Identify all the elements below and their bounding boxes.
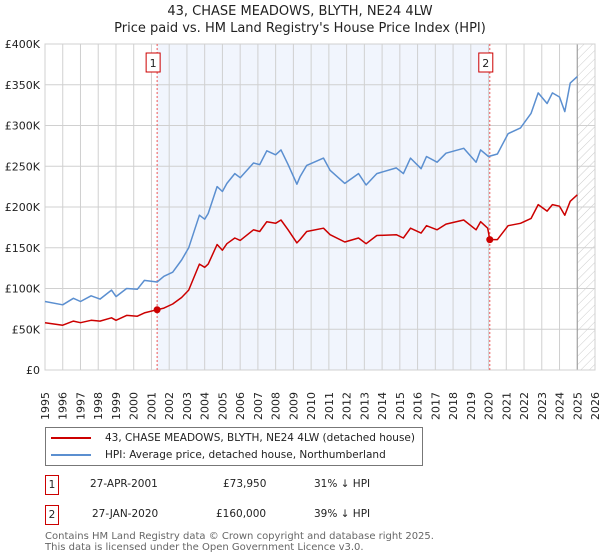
y-tick-label: £400K — [5, 38, 41, 51]
hpi-line — [44, 76, 578, 306]
x-tick-label: 2008 — [270, 392, 283, 420]
legend-item-property: 43, CHASE MEADOWS, BLYTH, NE24 4LW (deta… — [51, 432, 415, 444]
x-tick-label: 1995 — [39, 392, 52, 420]
transaction-date: 27-APR-2001 — [90, 478, 158, 490]
x-tick-label: 2019 — [465, 392, 478, 420]
x-tick-label: 2006 — [234, 392, 247, 420]
legend-label: 43, CHASE MEADOWS, BLYTH, NE24 4LW (deta… — [105, 432, 415, 444]
legend-item-hpi: HPI: Average price, detached house, Nort… — [51, 449, 386, 461]
transaction-hpi-diff: 31% ↓ HPI — [314, 478, 371, 490]
x-tick-label: 2005 — [216, 392, 229, 420]
x-tick-label: 2012 — [341, 392, 354, 420]
sale-marker-label: 1 — [150, 57, 157, 70]
red-line-swatch — [51, 437, 91, 439]
y-tick-label: £150K — [5, 242, 41, 255]
transaction-price: £160,000 — [216, 508, 267, 520]
y-tick-label: £250K — [5, 160, 41, 173]
footer-licence: This data is licensed under the Open Gov… — [45, 542, 364, 553]
x-tick-label: 2013 — [358, 392, 371, 420]
x-tick-label: 1997 — [74, 392, 87, 420]
price-chart: 1995 1996 1997 1998 1999 2000 2001 2002 2003 2004… — [5, 38, 600, 420]
sale-marker-label: 2 — [482, 57, 489, 70]
x-tick-label: 1998 — [92, 392, 105, 420]
x-tick-label: 2024 — [554, 392, 567, 420]
legend-label: HPI: Average price, detached house, Nort… — [105, 449, 386, 461]
marker-badge: 1 — [45, 475, 59, 495]
y-tick-label: £200K — [5, 201, 41, 214]
legend: 43, CHASE MEADOWS, BLYTH, NE24 4LW (deta… — [45, 427, 423, 466]
blue-line-swatch — [51, 454, 91, 456]
x-tick-label: 2020 — [483, 392, 496, 420]
x-tick-label: 2018 — [447, 392, 460, 420]
transaction-price: £73,950 — [223, 478, 267, 490]
x-tick-label: 2010 — [305, 392, 318, 420]
transaction-hpi-diff: 39% ↓ HPI — [314, 508, 371, 520]
x-tick-label: 2007 — [252, 392, 265, 420]
x-tick-label: 2015 — [394, 392, 407, 420]
sale-point — [153, 306, 161, 314]
x-tick-label: 2016 — [412, 392, 425, 420]
sale-marker-badge — [145, 52, 161, 73]
x-tick-label: 2014 — [376, 392, 389, 420]
transaction-row: 2 27-JAN-2020 £160,000 39% ↓ HPI — [45, 505, 445, 525]
x-tick-label: 2009 — [287, 392, 300, 420]
y-tick-label: £350K — [5, 79, 41, 92]
x-tick-label: 2021 — [500, 392, 513, 420]
x-tick-label: 2025 — [571, 392, 584, 420]
transaction-row: 1 27-APR-2001 £73,950 31% ↓ HPI — [45, 475, 445, 495]
transaction-date: 27-JAN-2020 — [92, 508, 159, 520]
chart-subtitle: Price paid vs. HM Land Registry's House … — [114, 21, 486, 36]
x-tick-label: 2017 — [429, 392, 442, 420]
y-tick-label: £100K — [5, 283, 41, 296]
y-tick-label: £50K — [12, 323, 41, 336]
x-tick-label: 2000 — [128, 392, 141, 420]
footer: Contains HM Land Registry data © Crown c… — [45, 531, 434, 553]
x-tick-label: 2022 — [518, 392, 531, 420]
x-tick-label: 2011 — [323, 392, 336, 420]
chart-title: 43, CHASE MEADOWS, BLYTH, NE24 4LW — [167, 4, 433, 19]
property-price-line — [44, 194, 578, 326]
x-tick-label: 1996 — [57, 392, 70, 420]
y-tick-label: £0 — [26, 364, 40, 377]
y-tick-label: £300K — [5, 120, 41, 133]
marker-badge: 2 — [45, 505, 59, 525]
x-tick-label: 2026 — [589, 392, 600, 420]
x-tick-label: 2023 — [536, 392, 549, 420]
x-tick-label: 1999 — [110, 392, 123, 420]
x-tick-label: 2001 — [145, 392, 158, 420]
footer-copyright: Contains HM Land Registry data © Crown c… — [45, 531, 434, 542]
sale-marker-badge — [478, 52, 494, 73]
x-tick-label: 2003 — [181, 392, 194, 420]
x-tick-label: 2002 — [163, 392, 176, 420]
plot-frame — [44, 43, 596, 371]
sale-point — [486, 236, 494, 244]
x-tick-label: 2004 — [199, 392, 212, 420]
